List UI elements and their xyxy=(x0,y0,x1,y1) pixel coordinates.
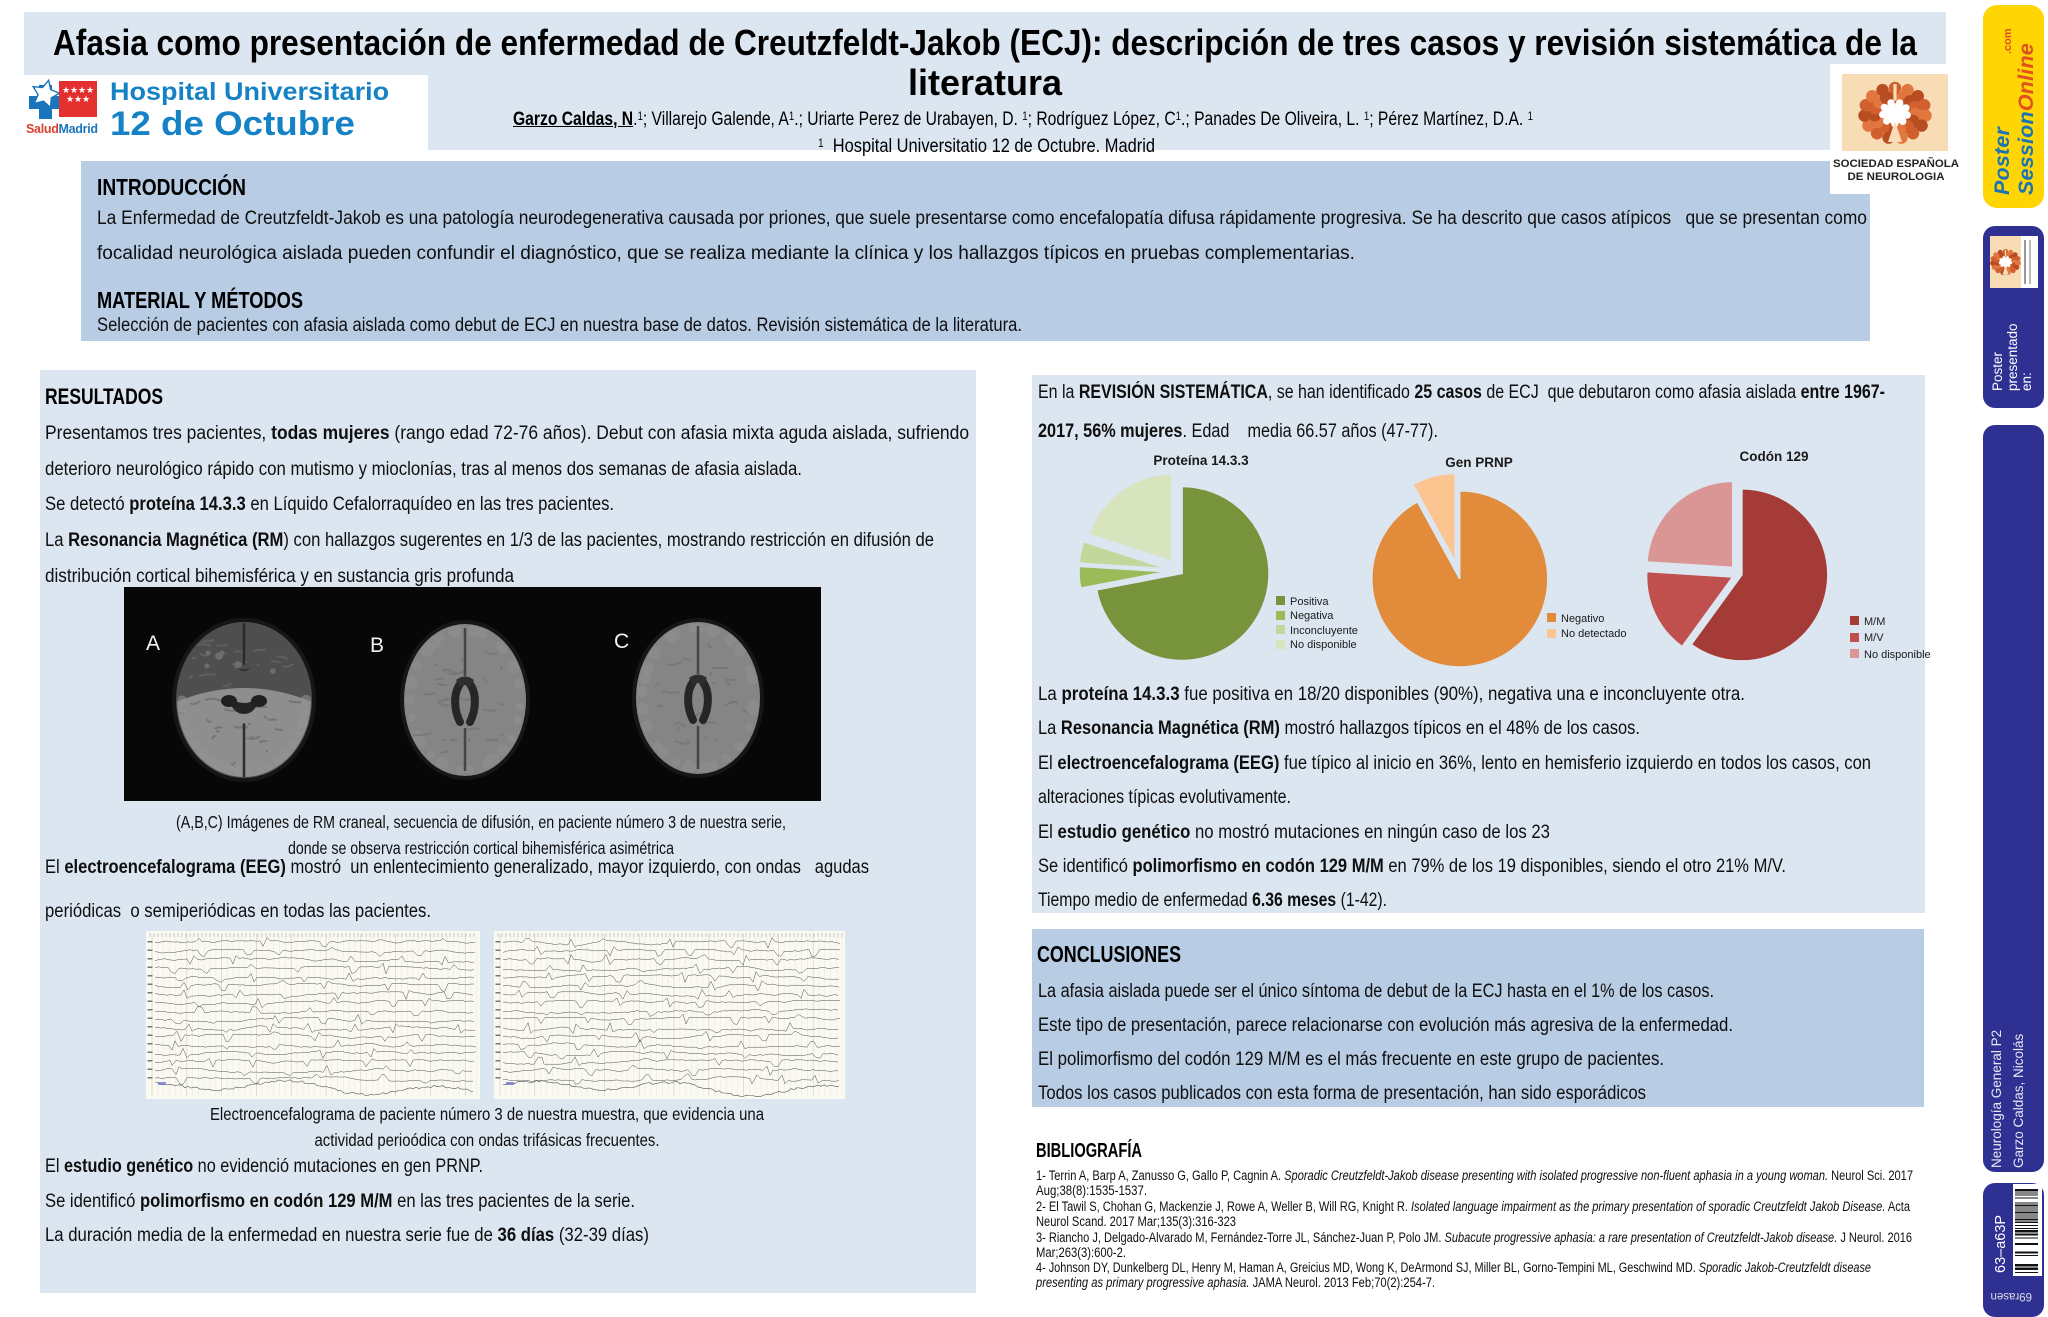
svg-text:★: ★ xyxy=(66,94,74,104)
svg-text:★: ★ xyxy=(82,94,90,104)
svg-text:A: A xyxy=(146,632,160,655)
svg-text:★: ★ xyxy=(78,85,86,95)
svg-text:C: C xyxy=(614,630,629,653)
svg-text:★: ★ xyxy=(74,94,82,104)
svg-text:★: ★ xyxy=(70,85,78,95)
svg-text:SaludMadrid: SaludMadrid xyxy=(26,122,98,136)
svg-text:B: B xyxy=(370,634,384,657)
svg-text:★: ★ xyxy=(86,85,94,95)
svg-text:★: ★ xyxy=(62,85,70,95)
